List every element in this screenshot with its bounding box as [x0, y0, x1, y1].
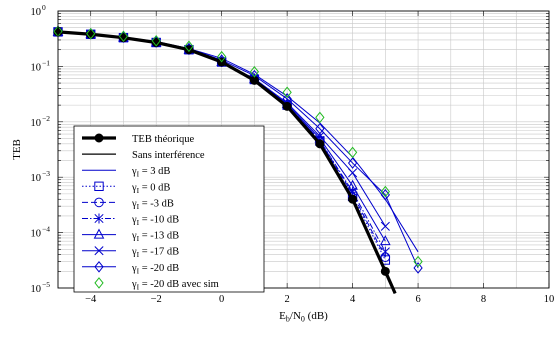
marker-diamond [347, 146, 358, 159]
marker-circle [348, 194, 358, 204]
y-tick-label-exponent: 0 [42, 3, 46, 12]
legend-label: γI = -17 dB [131, 247, 179, 260]
marker-diamond [184, 40, 194, 53]
x-tick-label: 0 [219, 294, 224, 305]
legend-label: γI = -13 dB [131, 231, 179, 244]
marker-triangle [347, 179, 358, 190]
ticks [58, 11, 550, 288]
legend-label: TEB théorique [132, 134, 194, 145]
legend-label: γI = -10 dB [131, 215, 179, 228]
marker-triangle [380, 235, 391, 246]
marker-x [348, 168, 358, 178]
marker-diamond [118, 30, 129, 43]
x-axis-label-mid: /N [290, 310, 301, 322]
marker-circle [282, 101, 292, 111]
y-axis-label: TEB [11, 139, 23, 160]
marker-diamond [347, 157, 358, 169]
x-tick-label: −4 [85, 294, 97, 305]
marker-circle [94, 133, 104, 143]
grid [57, 11, 550, 288]
series-9 [53, 25, 423, 268]
marker-circle [184, 45, 194, 55]
marker-circle [380, 266, 390, 276]
y-tick-label-exponent: −2 [42, 114, 50, 123]
legend-label: γI = -20 dB [131, 263, 179, 276]
x-tick-label: 8 [481, 294, 486, 305]
legend-label: Sans interférence [132, 150, 205, 161]
x-tick-label: 10 [544, 294, 555, 305]
series-line [57, 30, 397, 295]
marker-diamond [151, 34, 161, 47]
x-axis-label-main: E [279, 310, 286, 322]
marker-triangle [93, 228, 105, 239]
y-tick-label-exponent: −1 [42, 58, 50, 67]
marker-square [94, 181, 104, 192]
marker-x [94, 246, 104, 256]
y-tick-label: 10 [31, 7, 42, 18]
marker-star [94, 213, 104, 224]
marker-circle [315, 139, 325, 149]
marker-diamond [249, 65, 260, 78]
x-tick-label: 4 [350, 294, 356, 305]
marker-diamond [315, 111, 325, 124]
y-tick-label: 10 [31, 62, 42, 73]
y-tick-label-exponent: −4 [42, 225, 50, 234]
marker-diamond [315, 122, 325, 135]
marker-x [380, 221, 390, 231]
legend-label: γI = -3 dB [131, 198, 174, 211]
marker-diamond [86, 27, 96, 40]
x-axis-label-tail: (dB) [305, 310, 328, 322]
legend-label: γI = -20 dB avec sim [131, 279, 219, 292]
series-0 [53, 27, 397, 295]
y-tick-label: 10 [31, 173, 42, 184]
marker-diamond [282, 86, 292, 99]
x-tick-label: −2 [151, 294, 162, 305]
x-tick-label: 2 [285, 294, 290, 305]
marker-diamond [413, 262, 423, 274]
legend-label: γI = 3 dB [131, 166, 170, 179]
marker-diamond [94, 260, 104, 273]
marker-star [380, 246, 390, 257]
y-tick-label: 10 [31, 118, 42, 129]
y-tick-label: 10 [31, 229, 42, 240]
marker-diamond [94, 277, 104, 289]
x-axis-label: Eb/N0 (dB) [279, 310, 328, 324]
x-axis-label-sub2: 0 [301, 315, 305, 324]
marker-diamond [413, 255, 423, 268]
marker-diamond [217, 50, 227, 63]
marker-diamond [380, 185, 390, 198]
x-tick-label: 6 [415, 294, 420, 305]
series-layer [52, 25, 423, 295]
legend: TEB théorique Sans interférence γI = 3 dB γ… [73, 125, 265, 293]
y-tick-label-exponent: −3 [42, 169, 50, 178]
y-tick-label: 10 [31, 284, 42, 295]
legend-label: γI = 0 dB [131, 182, 170, 195]
marker-circle [94, 197, 104, 208]
x-axis-label-sub1: b [286, 315, 290, 324]
y-tick-label-exponent: −5 [42, 280, 50, 289]
plot-frame [57, 10, 550, 289]
